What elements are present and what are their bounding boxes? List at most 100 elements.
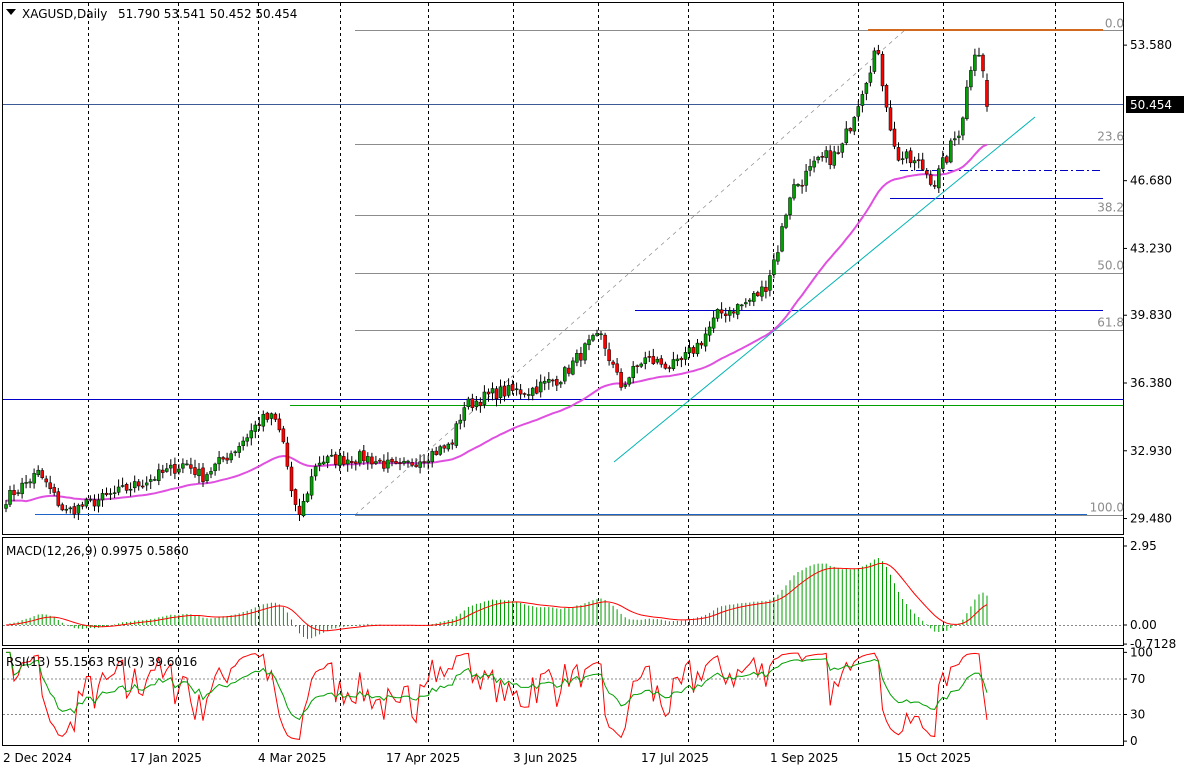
- candle-body: [631, 366, 635, 378]
- rsi-panel[interactable]: [2, 648, 1124, 746]
- fib-level-label: 0.0: [1105, 17, 1124, 31]
- candle-body: [358, 451, 362, 464]
- candle-body: [969, 70, 973, 88]
- candle-body: [542, 380, 547, 384]
- candle-body: [876, 50, 881, 54]
- candle-body: [800, 184, 804, 187]
- candle-body: [691, 347, 696, 354]
- candle-body: [366, 456, 370, 463]
- candle-body: [466, 398, 471, 407]
- candle-body: [908, 150, 913, 164]
- candle-body: [872, 50, 877, 72]
- candle-body: [916, 159, 921, 162]
- candle-body: [973, 54, 977, 71]
- candle-body: [796, 184, 800, 187]
- candle-body: [132, 481, 137, 489]
- ohlc-values: 51.790 53.541 50.452 50.454: [118, 7, 297, 21]
- candle-body: [478, 401, 483, 407]
- candle-body: [772, 259, 776, 275]
- candle-body: [937, 168, 941, 189]
- candle-body: [173, 464, 177, 474]
- candle-body: [651, 356, 656, 364]
- fib-level-label: 50.0: [1097, 259, 1124, 273]
- candle-body: [776, 252, 780, 262]
- candle-body: [667, 367, 672, 369]
- candle-body: [623, 384, 627, 387]
- candle-body: [374, 461, 378, 464]
- candle-body: [808, 166, 812, 171]
- candle-body: [912, 160, 917, 164]
- x-tick-label: 17 Jul 2025: [641, 751, 709, 765]
- macd-panel[interactable]: [2, 537, 1124, 646]
- candle-body: [370, 456, 374, 465]
- candle-body: [591, 335, 595, 341]
- fib-level-label: 23.6: [1097, 130, 1124, 144]
- candle-body: [80, 504, 85, 507]
- candle-body: [824, 150, 828, 158]
- candle-body: [852, 117, 857, 132]
- candle-body: [398, 462, 402, 464]
- candle-body: [462, 407, 467, 421]
- candle-body: [735, 304, 740, 315]
- candle-body: [84, 499, 89, 507]
- current-price-label: 50.454: [1130, 98, 1172, 112]
- symbol-label: XAGUSD,Daily: [22, 7, 107, 21]
- candle-body: [719, 309, 724, 314]
- candle-body: [530, 387, 535, 396]
- candle-body: [671, 359, 676, 369]
- candle-body: [185, 463, 189, 466]
- candle-body: [76, 504, 81, 514]
- price-plot: 0.0 23.6 38.2 50.0 61.8 100.0: [3, 17, 1124, 521]
- candle-body: [321, 461, 326, 465]
- candle-body: [64, 508, 69, 511]
- candle-body: [301, 501, 306, 517]
- candle-body: [237, 446, 241, 453]
- price-panel[interactable]: [2, 2, 1124, 535]
- candle-body: [752, 293, 756, 302]
- candle-body: [595, 333, 599, 336]
- price-tick-label: 53.580: [1130, 38, 1172, 52]
- candle-body: [768, 275, 772, 291]
- candle-body: [607, 349, 611, 362]
- candle-body: [269, 413, 274, 419]
- candle-body: [844, 128, 849, 144]
- candle-body: [567, 367, 571, 374]
- candle-body: [583, 343, 587, 361]
- collapse-triangle-icon[interactable]: [6, 9, 16, 15]
- macd-label: MACD(12,26,9) 0.9975 0.5860: [6, 544, 189, 558]
- candle-body: [538, 381, 543, 393]
- candle-body: [828, 150, 832, 165]
- candle-body: [683, 352, 688, 360]
- candle-body: [44, 478, 48, 483]
- candle-body: [780, 226, 784, 252]
- candle-body: [341, 456, 346, 465]
- candle-body: [868, 72, 873, 83]
- candle-body: [309, 476, 314, 496]
- candle-body: [559, 382, 563, 385]
- candle-body: [112, 492, 117, 494]
- candle-body: [104, 492, 109, 495]
- candle-body: [313, 466, 318, 477]
- candle-body: [603, 334, 607, 349]
- candle-body: [24, 482, 28, 484]
- candle-body: [784, 214, 788, 228]
- macd-tick-label: -0.7128: [1130, 637, 1176, 651]
- candle-body: [522, 393, 527, 395]
- candle-body: [265, 412, 270, 420]
- candle-body: [563, 367, 567, 382]
- candle-body: [229, 453, 233, 461]
- candle-body: [555, 379, 559, 386]
- candle-body: [928, 174, 933, 185]
- trend-line: [613, 116, 1036, 463]
- candle-body: [695, 342, 700, 355]
- candle-body: [52, 487, 56, 493]
- candle-body: [498, 386, 503, 398]
- x-tick-label: 3 Jun 2025: [513, 751, 578, 765]
- candle-body: [731, 311, 736, 314]
- candle-body: [450, 442, 455, 445]
- macd-signal-line: [5, 562, 988, 632]
- candle-body: [458, 419, 463, 424]
- fib-level-label: 38.2: [1097, 201, 1124, 215]
- candle-body: [611, 361, 615, 365]
